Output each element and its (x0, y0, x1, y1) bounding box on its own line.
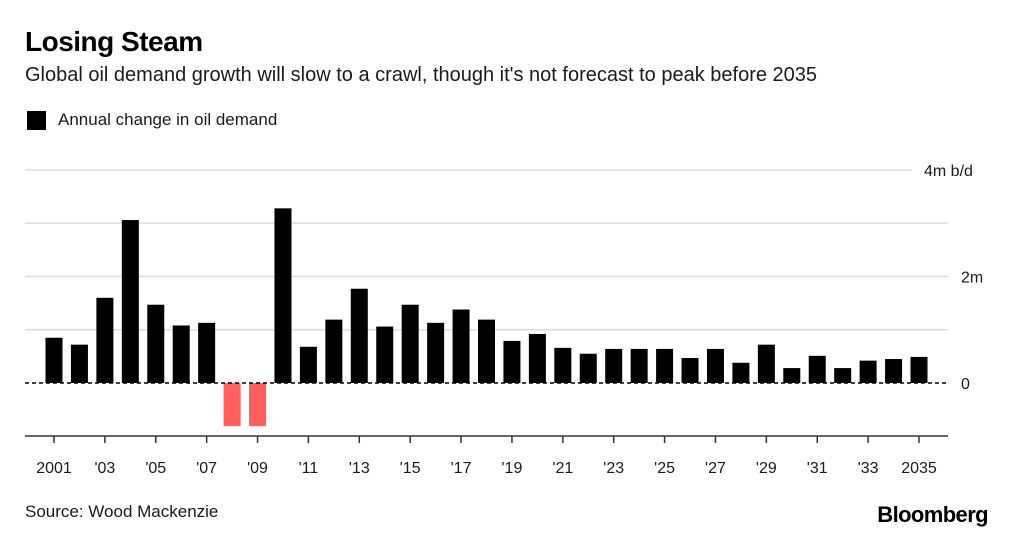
x-tick-label: '31 (807, 460, 828, 477)
bar-2018 (478, 319, 495, 383)
bar-2015 (401, 304, 419, 383)
bar-2026 (681, 357, 699, 383)
bar-2011 (299, 346, 317, 383)
bar-2016 (427, 322, 445, 383)
x-tick-label: '17 (451, 460, 472, 477)
x-tick-label: '09 (247, 460, 268, 477)
x-tick-label: '29 (756, 460, 777, 477)
bar-2007 (198, 322, 216, 383)
bar-2001 (45, 337, 63, 383)
x-tick-label: '13 (349, 460, 370, 477)
y-tick-label: 2m (961, 270, 983, 287)
bar-2004 (121, 220, 139, 383)
bar-2021 (554, 347, 572, 383)
bar-2031 (808, 355, 826, 383)
x-tick-label: '25 (654, 460, 675, 477)
bar-2020 (528, 334, 546, 383)
bar-2025 (656, 348, 674, 383)
x-tick-label: '07 (196, 460, 217, 477)
bar-2002 (70, 344, 88, 383)
x-tick-label: '15 (400, 460, 421, 477)
bar-2014 (376, 326, 394, 383)
x-axis: 2001 '03 '05 '07 '09 '11 '13 '15 '17 '19 '21 '23 '25… (25, 435, 948, 477)
x-tick-label: '23 (603, 460, 624, 477)
legend: Annual change in oil demand (27, 110, 277, 130)
bar-2034 (885, 359, 903, 383)
bar-2029 (757, 344, 775, 383)
bloomberg-logo: Bloomberg (877, 502, 988, 527)
x-tick-label: 2001 (36, 460, 72, 477)
legend-swatch (27, 110, 46, 130)
bar-2017 (452, 309, 470, 383)
x-tick-label: 2035 (901, 460, 937, 477)
x-tick-label: '33 (858, 460, 879, 477)
y-axis-labels: 0 2m 4m b/d (924, 163, 983, 393)
bar-2005 (147, 304, 165, 383)
x-tick-label: '27 (705, 460, 726, 477)
bar-2022 (579, 353, 597, 383)
x-tick-label: '05 (145, 460, 166, 477)
x-tick-label: '19 (502, 460, 523, 477)
bar-2027 (706, 348, 724, 383)
bar-2023 (605, 348, 623, 383)
bar-2033 (859, 360, 877, 383)
bar-2003 (96, 297, 114, 383)
bar-2024 (630, 348, 648, 383)
bar-2035 (910, 356, 928, 383)
x-tick-label: '11 (299, 460, 319, 477)
chart-subtitle: Global oil demand growth will slow to a … (25, 64, 818, 86)
y-tick-label: 0 (961, 376, 970, 393)
bars (45, 208, 928, 427)
bar-2013 (350, 288, 368, 383)
bar-2012 (325, 319, 343, 383)
x-tick-label: '03 (94, 460, 115, 477)
bar-2010 (274, 208, 292, 383)
x-tick-label: '21 (552, 460, 573, 477)
bar-2028 (732, 362, 750, 383)
bar-2019 (503, 340, 521, 383)
y-tick-label: 4m b/d (924, 163, 973, 180)
bar-2008 (223, 383, 241, 427)
bar-2009 (249, 383, 267, 427)
bar-2006 (172, 325, 190, 383)
bar-2032 (834, 368, 852, 383)
source-note: Source: Wood Mackenzie (25, 502, 219, 521)
bar-2030 (783, 368, 801, 383)
legend-label: Annual change in oil demand (58, 110, 278, 129)
chart-title: Losing Steam (25, 26, 203, 57)
